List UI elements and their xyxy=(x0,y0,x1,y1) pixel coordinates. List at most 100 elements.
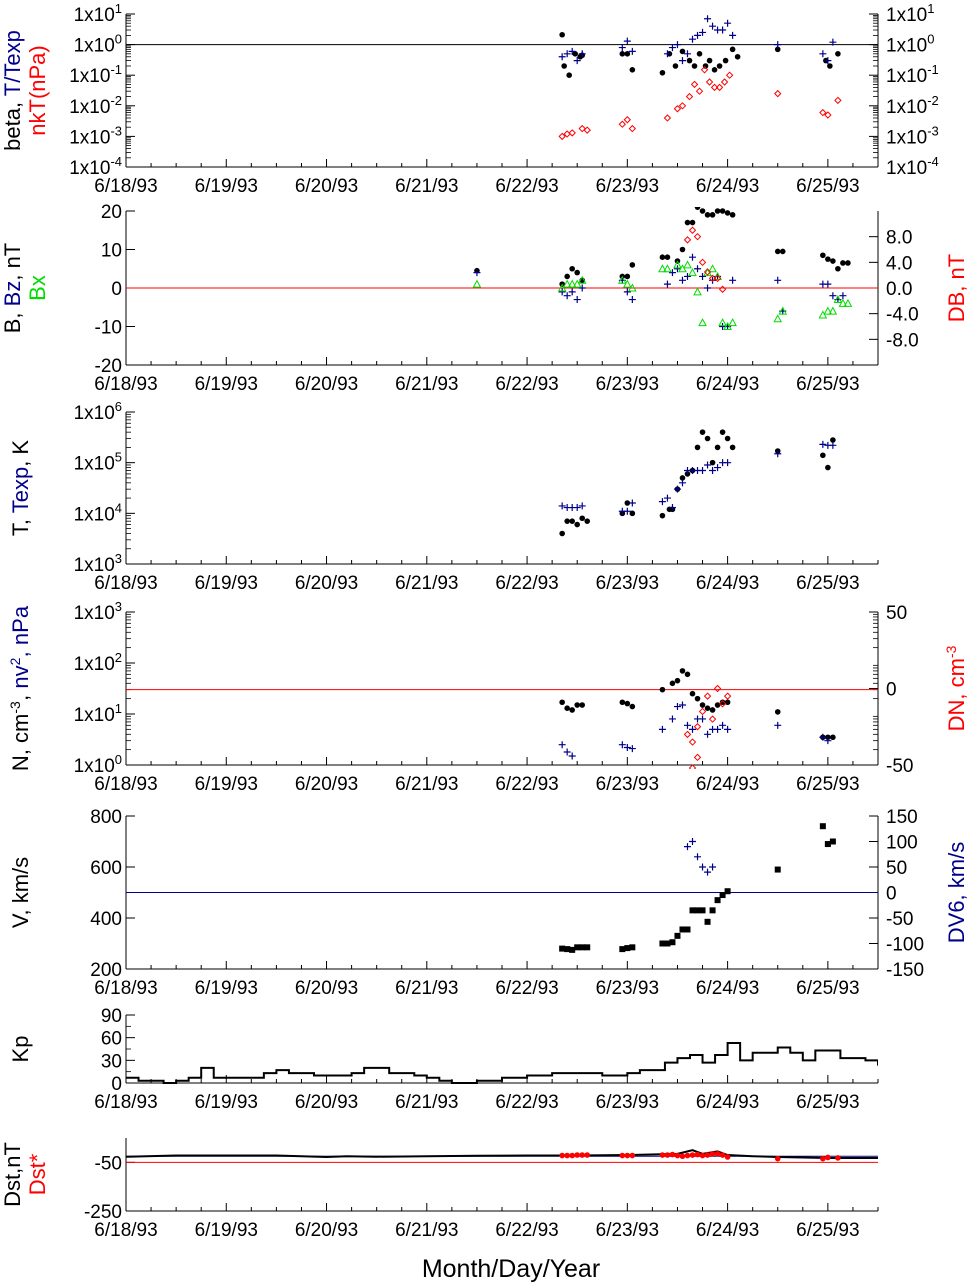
point-dv6 xyxy=(699,863,707,871)
point-t xyxy=(714,444,721,451)
x-tick-label: 6/18/93 xyxy=(94,573,157,594)
point-b xyxy=(679,246,686,253)
point-beta xyxy=(566,72,572,78)
point-t-texp xyxy=(563,50,571,58)
x-tick-label: 6/19/93 xyxy=(195,1220,258,1241)
point-bz xyxy=(473,269,481,277)
point-v xyxy=(699,907,706,914)
point-t-texp xyxy=(774,41,782,49)
y-tick-label: 600 xyxy=(90,858,122,879)
point-texp xyxy=(829,441,837,449)
point-dst- xyxy=(674,1152,681,1159)
point-db xyxy=(688,226,697,234)
point-t xyxy=(699,429,706,435)
y-axis-label: T, Texp, K xyxy=(8,440,33,537)
point-bz xyxy=(578,284,586,292)
point-db xyxy=(683,236,692,244)
point-nv2 xyxy=(724,725,732,733)
y-axis-label: N, cm-3 , nv2 , nPa xyxy=(7,605,33,771)
point-t-texp xyxy=(709,22,717,30)
point-dv6 xyxy=(709,863,717,871)
point-beta xyxy=(672,63,679,69)
point-beta xyxy=(696,51,703,57)
x-tick-label: 6/21/93 xyxy=(395,176,458,197)
point-nv2 xyxy=(668,715,676,723)
point-n xyxy=(669,680,676,687)
point-bx xyxy=(567,279,577,288)
point-nkt-npa- xyxy=(700,66,709,74)
panel-beta: 1x10-4 1x10-3 1x10-2 1x10-1 1x100 1x101 1x10-4… xyxy=(0,1,939,197)
point-texp xyxy=(678,479,686,487)
point-v xyxy=(669,939,676,946)
point-bx xyxy=(683,260,692,269)
point-bx xyxy=(713,271,722,280)
x-tick-label: 6/18/93 xyxy=(94,1220,157,1241)
point-dst- xyxy=(584,1152,591,1158)
point-bx xyxy=(673,260,682,269)
right-tick-label: 150 xyxy=(886,807,918,828)
point-b xyxy=(835,265,841,272)
panel-dst: -250 -50 6/18/93 6/19/93 6/20/93 6/21/93 6/22/… xyxy=(0,1138,879,1241)
point-b xyxy=(684,219,691,226)
point-dst- xyxy=(825,1154,831,1161)
y-tick-label: 90 xyxy=(101,1006,122,1027)
point-db xyxy=(718,285,727,293)
point-v xyxy=(579,944,586,951)
point-t xyxy=(569,518,575,524)
point-t xyxy=(724,435,731,442)
point-texp xyxy=(673,485,681,493)
y-axis-label: beta, T/Texp xyxy=(0,30,25,151)
point-beta xyxy=(629,67,636,73)
point-texp xyxy=(623,507,631,515)
point-n xyxy=(574,702,580,708)
y-tick-label: 1x10-4 xyxy=(69,154,122,179)
point-t-texp xyxy=(819,50,827,58)
point-v xyxy=(584,944,591,951)
series-group xyxy=(558,668,836,769)
point-bz xyxy=(573,296,581,304)
y-tick-label: 1x100 xyxy=(74,752,122,777)
point-b xyxy=(704,212,711,218)
x-tick-label: 6/20/93 xyxy=(295,774,358,795)
point-texp xyxy=(714,464,722,472)
point-dn xyxy=(683,730,692,739)
point-n xyxy=(774,709,781,715)
point-bz xyxy=(623,288,631,296)
x-tick-label: 6/18/93 xyxy=(94,374,157,395)
point-b xyxy=(694,207,701,210)
point-bx xyxy=(723,321,732,330)
point-beta xyxy=(716,63,723,69)
x-tick-label: 6/25/93 xyxy=(796,1220,859,1241)
point-v xyxy=(819,823,826,830)
y-tick-label: -50 xyxy=(95,1153,122,1174)
point-nkt-npa- xyxy=(558,132,566,141)
point-dn xyxy=(718,700,727,708)
y-tick-label: 400 xyxy=(90,909,122,930)
point-dn xyxy=(708,715,717,723)
series-group xyxy=(472,207,853,330)
y-tick-label: -10 xyxy=(95,318,122,339)
x-tick-label: 6/21/93 xyxy=(395,978,458,999)
point-b xyxy=(774,248,781,255)
point-dst- xyxy=(704,1152,711,1158)
point-dst- xyxy=(709,1151,716,1157)
point-beta xyxy=(561,63,567,69)
x-tick-label: 6/23/93 xyxy=(596,1220,659,1241)
point-nkt-npa- xyxy=(824,111,832,119)
point-dst- xyxy=(669,1151,676,1158)
x-tick-label: 6/24/93 xyxy=(696,1092,759,1113)
x-tick-label: 6/25/93 xyxy=(796,1092,859,1113)
point-t xyxy=(659,512,666,519)
point-t xyxy=(679,475,686,481)
point-v xyxy=(689,907,696,914)
x-tick-label: 6/20/93 xyxy=(295,374,358,395)
y-tick-label: 1x101 xyxy=(74,1,122,26)
y-tick-label: 1x102 xyxy=(74,650,122,675)
point-n xyxy=(674,677,681,684)
point-beta xyxy=(722,57,729,64)
point-bx xyxy=(557,283,567,292)
point-n xyxy=(724,699,731,706)
point-dst- xyxy=(619,1152,626,1159)
series-group xyxy=(126,1041,878,1084)
